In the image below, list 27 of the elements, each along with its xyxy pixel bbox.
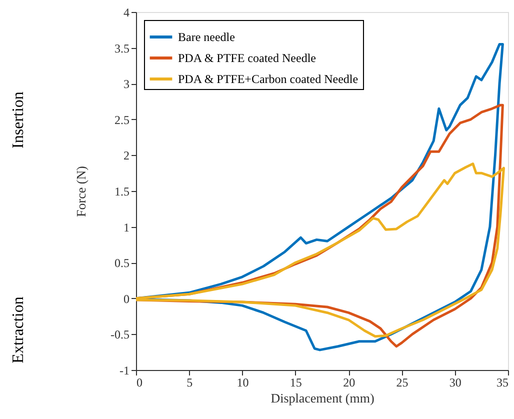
line-series [136,162,505,338]
legend-label: PDA & PTFE coated Needle [178,51,316,65]
y-tick-label: 0 [124,292,130,306]
text: Extraction [10,296,27,364]
x-tick-label: 0 [136,376,142,390]
x-tick-label: 25 [396,376,408,390]
x-tick-label: 5 [186,376,193,390]
x-tick-label: 35 [496,376,508,390]
y-tick-label: 4 [124,6,130,20]
x-tick-label: 15 [290,376,302,390]
y-axis-title: Force (N) [74,166,89,217]
y-tick-label: 1 [124,220,130,234]
x-tick-label: 20 [343,376,356,390]
text: Insertion [10,92,27,148]
y-tick-label: 3.5 [114,41,130,56]
legend-label: Bare needle [178,30,235,44]
y-tick-label: 3 [124,77,130,92]
x-axis-title: Displacement (mm) [270,390,374,406]
y-tick-label: -0.5 [110,328,130,342]
x-tick-label: 10 [236,376,249,390]
y-tick-label: 0.5 [114,256,130,270]
x-tick-label: 30 [449,376,462,390]
y-tick-label: 1.5 [114,184,130,198]
y-tick-label: -1 [120,364,130,378]
legend-label: PDA & PTFE+Carbon coated Needle [178,72,358,86]
y-tick-label: 2 [124,148,130,163]
y-tick-label: 2.5 [114,112,130,127]
